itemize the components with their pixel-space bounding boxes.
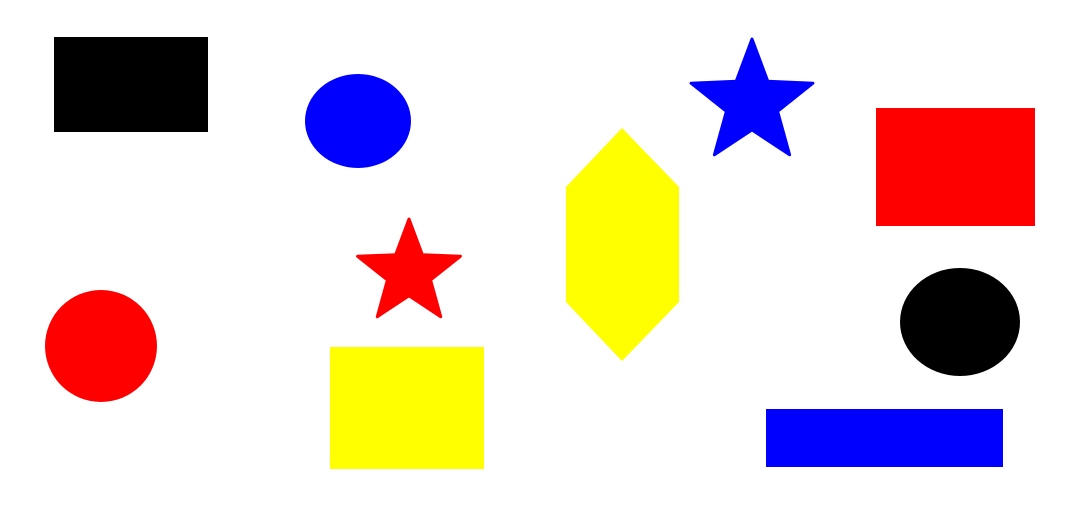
blue-star bbox=[689, 37, 815, 157]
black-ellipse bbox=[900, 268, 1020, 376]
yellow-hexagon bbox=[566, 128, 679, 361]
red-rectangle bbox=[876, 108, 1035, 226]
blue-rectangle bbox=[766, 409, 1003, 467]
yellow-rectangle bbox=[330, 347, 484, 469]
red-circle bbox=[45, 290, 157, 402]
blue-ellipse bbox=[305, 74, 411, 168]
red-star bbox=[356, 217, 462, 319]
black-rectangle bbox=[54, 37, 208, 132]
